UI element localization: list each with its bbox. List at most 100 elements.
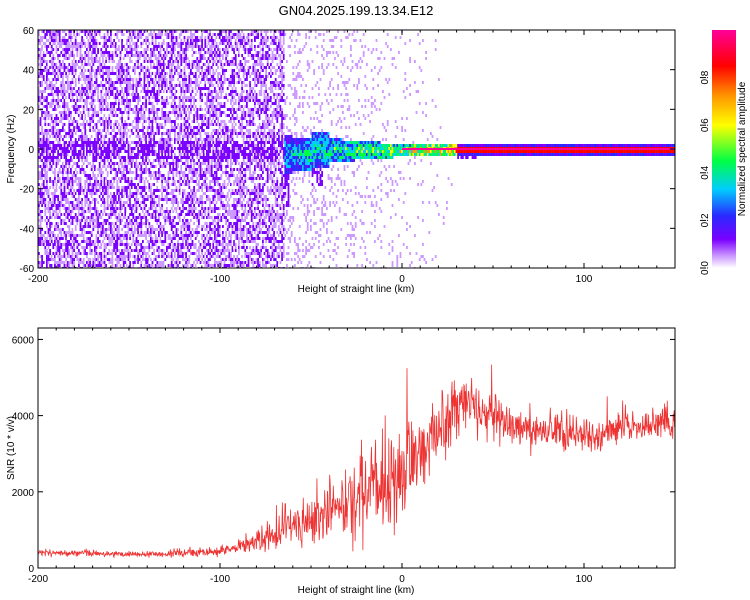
spectrogram-cell (159, 231, 162, 234)
spectrogram-cell (172, 45, 175, 48)
spectrogram-cell (98, 246, 101, 249)
spectrogram-cell (151, 201, 154, 204)
spectrogram-cell (41, 129, 43, 132)
spectrogram-cell (50, 264, 53, 267)
spectrogram-cell (81, 90, 83, 93)
spectrogram-cell (126, 63, 128, 66)
spectrogram-cell (185, 54, 187, 57)
spectrogram-cell (68, 171, 71, 174)
spectrogram-cell (42, 30, 45, 33)
spectrogram-cell (50, 180, 53, 183)
spectrogram-cell (164, 120, 167, 123)
spectrogram-cell (81, 219, 83, 222)
spectrogram-cell (71, 45, 74, 48)
spectrogram-cell (102, 213, 104, 216)
spectrogram-cell (114, 153, 117, 156)
spectrogram-cell (156, 180, 159, 183)
spectrogram-cell (90, 168, 93, 171)
spectrogram-cell (76, 162, 79, 165)
spectrogram-cell (46, 129, 48, 132)
spectrogram-cell (130, 51, 133, 54)
spectrogram-cell (143, 201, 146, 204)
spectrogram-cell (70, 192, 72, 195)
spectrogram-cell (124, 105, 127, 108)
spectrogram-cell (68, 264, 71, 267)
spectrogram-cell (169, 87, 171, 90)
spectrogram-cell (57, 243, 59, 246)
spectrogram-cell (164, 150, 167, 153)
spectrogram-cell (86, 243, 88, 246)
spectrogram-cell (135, 36, 138, 39)
spectrogram-cell (126, 156, 128, 159)
spectrogram-cell (65, 177, 67, 180)
spectrogram-cell (86, 75, 88, 78)
spectrogram-cell (62, 105, 64, 108)
spectrogram-cell (127, 81, 130, 84)
spectrogram-cell (74, 243, 77, 246)
spectrogram-cell (140, 225, 143, 228)
spectrogram-cell (84, 123, 87, 126)
spectrogram-cell (126, 129, 128, 132)
spectrogram-cell (63, 36, 66, 39)
spectrogram-cell (127, 243, 130, 246)
spectrogram-cell (180, 252, 183, 255)
spectrogram-cell (106, 141, 109, 144)
spectrogram-cell (90, 150, 93, 153)
spectrogram-cell (146, 126, 149, 129)
spectrogram-cell (135, 153, 138, 156)
spectrogram-cell (177, 42, 179, 45)
spectrogram-cell (57, 156, 59, 159)
spectrogram-cell (138, 84, 141, 87)
spectrogram-cell (105, 66, 107, 69)
spectrogram-cell (158, 75, 160, 78)
spectrogram-cell (126, 249, 128, 252)
spectrogram-cell (81, 189, 83, 192)
spectrogram-cell (111, 168, 114, 171)
spectrogram-cell (94, 204, 96, 207)
spectrogram-cell (180, 111, 183, 114)
spectrogram-cell (161, 183, 163, 186)
spectrogram-cell (105, 48, 107, 51)
spectrogram-cell (119, 93, 122, 96)
spectrogram-cell (172, 123, 175, 126)
spectrogram-cell (170, 156, 173, 159)
spectrogram-cell (143, 168, 146, 171)
spectrogram-cell (129, 105, 131, 108)
spectrogram-cell (177, 48, 179, 51)
spectrogram-cell (92, 60, 95, 63)
spectrogram-cell (62, 165, 64, 168)
spectrogram-cell (90, 33, 93, 36)
spectrogram-cell (79, 228, 82, 231)
spectrogram-cell (180, 213, 183, 216)
spectrogram-cell (148, 60, 151, 63)
spectrogram-cell (105, 177, 107, 180)
spectrogram-cell (174, 87, 176, 90)
spectrogram-cell (153, 96, 155, 99)
spectrogram-cell (74, 150, 77, 153)
spectrogram-cell (62, 129, 64, 132)
spectrogram-cell (86, 63, 88, 66)
spectrogram-cell (87, 87, 90, 90)
spectrogram-cell (63, 87, 66, 90)
spectrogram-cell (71, 183, 74, 186)
spectrogram-cell (164, 114, 167, 117)
spectrogram-cell (177, 78, 179, 81)
spectrogram-cell (166, 162, 168, 165)
spectrogram-cell (39, 141, 42, 144)
spectrogram-cell (130, 90, 133, 93)
spectrogram-cell (50, 51, 53, 54)
spectrogram-cell (73, 117, 75, 120)
spectrogram-cell (180, 177, 183, 180)
spectrogram-cell (169, 222, 171, 225)
spectrogram-cell (180, 243, 183, 246)
spectrogram-cell (150, 102, 152, 105)
spectrogram-cell (180, 123, 183, 126)
spectrogram-cell (87, 60, 90, 63)
spectrogram-cell (39, 111, 42, 114)
spectrogram-cell (146, 36, 149, 39)
spectrogram-cell (154, 141, 157, 144)
spectrogram-cell (122, 132, 125, 135)
spectrogram-cell (84, 183, 87, 186)
spectrogram-cell (82, 216, 85, 219)
spectrogram-cell (50, 48, 53, 51)
